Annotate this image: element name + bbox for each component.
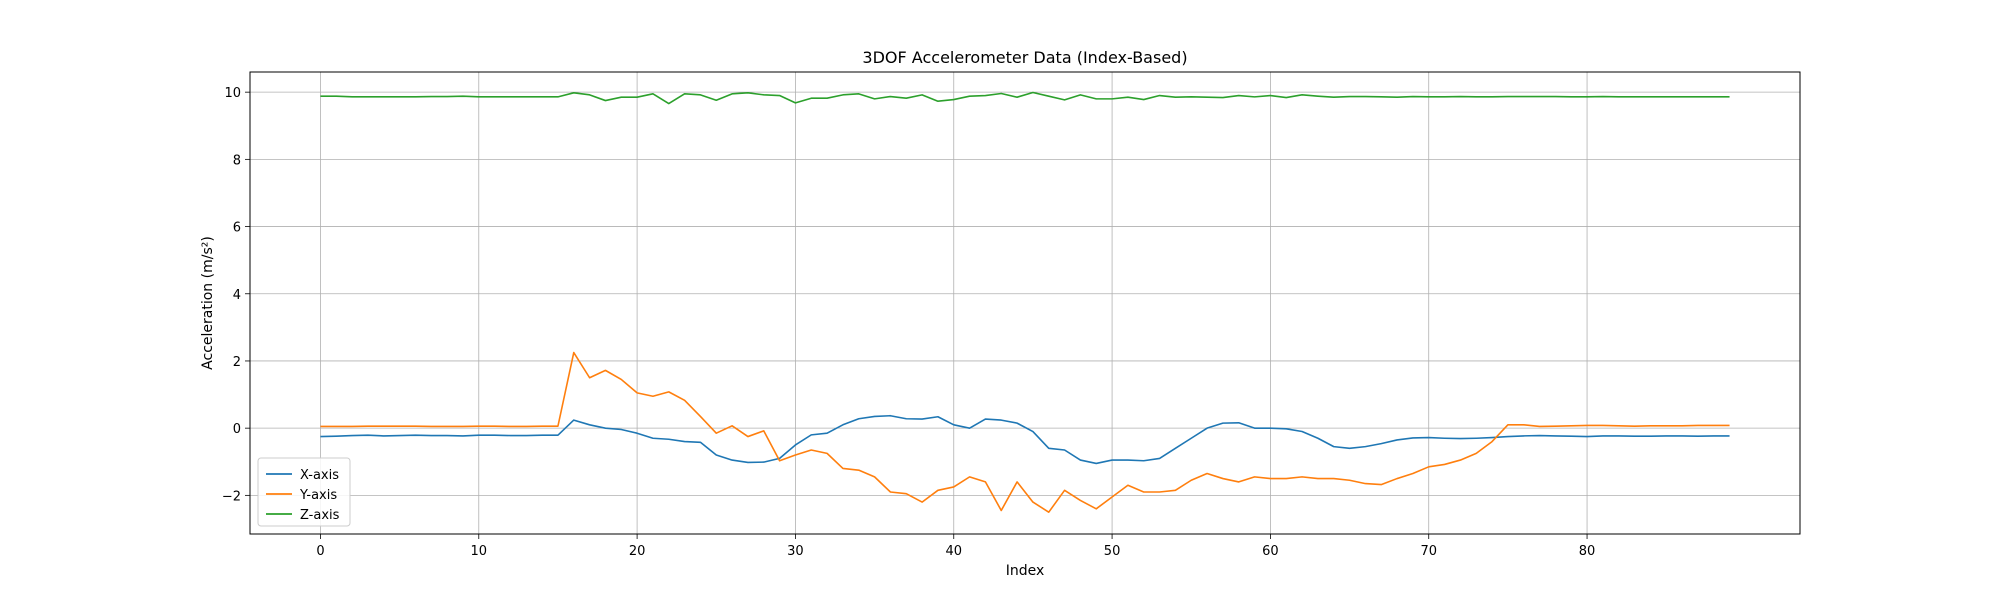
x-tick-label: 20 xyxy=(629,544,646,559)
plot-series xyxy=(320,91,1730,513)
x-axis-label: Index xyxy=(1006,563,1045,579)
x-tick-label: 50 xyxy=(1104,544,1121,559)
y-tick-label: 10 xyxy=(224,86,241,101)
y-tick-label: 0 xyxy=(233,422,241,437)
x-tick-label: 70 xyxy=(1420,544,1437,559)
y-tick-marks: −2 0 2 4 6 8 10 xyxy=(222,86,250,504)
x-tick-label: 30 xyxy=(787,544,804,559)
chart-title: 3DOF Accelerometer Data (Index-Based) xyxy=(862,48,1187,67)
x-tick-label: 80 xyxy=(1579,544,1596,559)
x-tick-label: 60 xyxy=(1262,544,1279,559)
legend-label: Z-axis xyxy=(300,508,340,523)
legend-label: X-axis xyxy=(300,468,339,483)
legend-box xyxy=(257,457,351,527)
x-tick-marks: 0 10 20 30 40 50 60 70 80 xyxy=(316,534,1595,559)
x-tick-label: 40 xyxy=(945,544,962,559)
y-tick-label: −2 xyxy=(222,489,241,504)
series-line-y-axis xyxy=(320,351,1730,513)
y-axis-label: Acceleration (m/s²) xyxy=(200,236,216,370)
y-tick-label: 8 xyxy=(233,153,241,168)
y-tick-label: 6 xyxy=(233,221,241,236)
series-line-x-axis xyxy=(320,414,1730,465)
y-tick-label: 4 xyxy=(233,288,241,303)
y-tick-label: 2 xyxy=(233,355,241,370)
legend-label: Y-axis xyxy=(299,488,337,503)
grid-lines xyxy=(250,72,1800,534)
series-line-z-axis xyxy=(320,91,1730,105)
plot-frame xyxy=(249,71,1801,535)
x-tick-label: 0 xyxy=(316,544,324,559)
x-tick-label: 10 xyxy=(471,544,488,559)
legend: X-axis Y-axis Z-axis xyxy=(257,457,351,527)
